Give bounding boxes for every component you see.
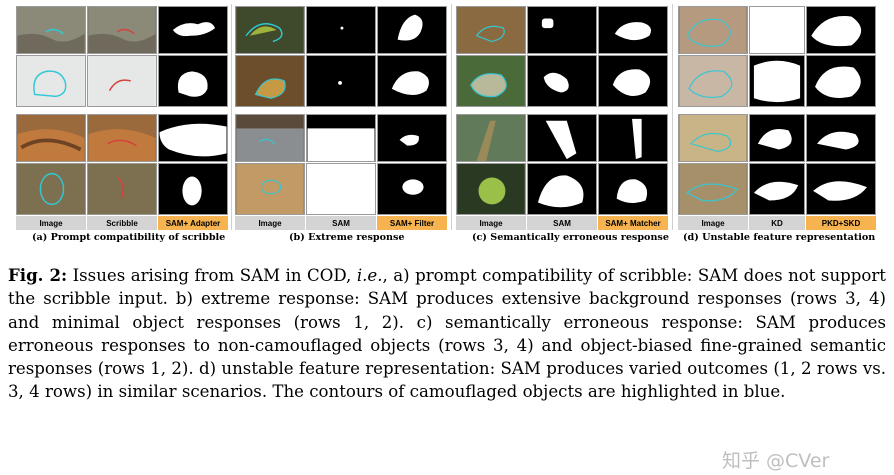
photo-snake-sand-scribble	[87, 6, 157, 54]
photo-room-floor	[235, 114, 305, 162]
subcaption-c: (c) Semantically erroneous response	[472, 232, 669, 243]
mask-d-pkd-row1	[806, 6, 876, 54]
label-sam-filter: SAM+ Filter	[377, 216, 447, 230]
photo-beetle	[456, 6, 526, 54]
mask-b-filter-row3	[377, 114, 447, 162]
mask-c-sam-row3	[527, 114, 597, 162]
label-sam: SAM	[306, 216, 376, 230]
photo-snake-sand	[16, 6, 86, 54]
label-image: Image	[235, 216, 305, 230]
photo-cat-grass	[678, 114, 748, 162]
mask-c-sam-row2	[527, 55, 597, 107]
mask-b-filter-row4	[377, 163, 447, 215]
photo-chameleon	[235, 6, 305, 54]
label-pkd-skd: PKD+SKD	[806, 216, 876, 230]
subcaption-d: (d) Unstable feature representation	[683, 232, 876, 243]
mask-c-matcher-row1	[598, 6, 668, 54]
mask-c-sam-row1	[527, 6, 597, 54]
mask-d-pkd-row4	[806, 163, 876, 215]
photo-sand-creature	[235, 163, 305, 215]
mask-c-matcher-row3	[598, 114, 668, 162]
mask-b-sam-row1	[306, 6, 376, 54]
mask-c-matcher-row2	[598, 55, 668, 107]
photo-fur-animal	[678, 6, 748, 54]
photo-lying-animal	[678, 163, 748, 215]
mask-b-sam-row2	[306, 55, 376, 107]
photo-white-fur	[678, 55, 748, 107]
divider	[672, 4, 673, 230]
label-scribble: Scribble	[87, 216, 157, 230]
photo-white-animal	[16, 55, 86, 107]
mask-b-filter-row2	[377, 55, 447, 107]
panel-a: Image Scribble SAM+ Adapter	[16, 6, 228, 232]
figure-caption: Fig. 2: Issues arising from SAM in COD, …	[8, 264, 886, 404]
label-image: Image	[16, 216, 86, 230]
mask-b-sam-row4	[306, 163, 376, 215]
photo-snake-coil	[16, 114, 86, 162]
mask-a-row1	[158, 6, 228, 54]
mask-c-sam-row4	[527, 163, 597, 215]
mask-c-matcher-row4	[598, 163, 668, 215]
label-kd: KD	[749, 216, 805, 230]
mask-d-pkd-row3	[806, 114, 876, 162]
mask-d-kd-row2	[749, 55, 805, 107]
subcaption-b: (b) Extreme response	[289, 232, 405, 243]
photo-owl-bark	[16, 163, 86, 215]
panel-c: Image SAM SAM+ Matcher	[456, 6, 668, 232]
caption-body: , a) prompt compatibility of scribble: S…	[8, 266, 886, 402]
panel-d: Image KD PKD+SKD	[678, 6, 890, 232]
divider	[231, 4, 232, 230]
photo-stick-insect	[456, 114, 526, 162]
panel-b: Image SAM SAM+ Filter	[235, 6, 447, 232]
label-image: Image	[678, 216, 748, 230]
caption-ie: i.e.	[356, 266, 383, 285]
label-sam: SAM	[527, 216, 597, 230]
photo-green-plant	[456, 163, 526, 215]
divider	[451, 4, 452, 230]
photo-snake-coil-scribble	[87, 114, 157, 162]
label-image: Image	[456, 216, 526, 230]
photo-frog-leaves	[235, 55, 305, 107]
photo-white-animal-scribble	[87, 55, 157, 107]
label-sam-adapter: SAM+ Adapter	[158, 216, 228, 230]
mask-a-row3	[158, 114, 228, 162]
mask-b-filter-row1	[377, 6, 447, 54]
watermark: 知乎 @CVer	[722, 450, 830, 472]
photo-frog-grass	[456, 55, 526, 107]
label-sam-matcher: SAM+ Matcher	[598, 216, 668, 230]
figure-label: Fig. 2:	[8, 265, 68, 285]
mask-b-sam-row3	[306, 114, 376, 162]
mask-a-row4	[158, 163, 228, 215]
mask-d-kd-row1	[749, 6, 805, 54]
subcaption-a: (a) Prompt compatibility of scribble	[32, 232, 226, 243]
mask-d-kd-row4	[749, 163, 805, 215]
caption-lead: Issues arising from SAM in COD,	[67, 266, 357, 285]
photo-owl-bark-scribble	[87, 163, 157, 215]
mask-d-kd-row3	[749, 114, 805, 162]
mask-a-row2	[158, 55, 228, 107]
mask-d-pkd-row2	[806, 55, 876, 107]
